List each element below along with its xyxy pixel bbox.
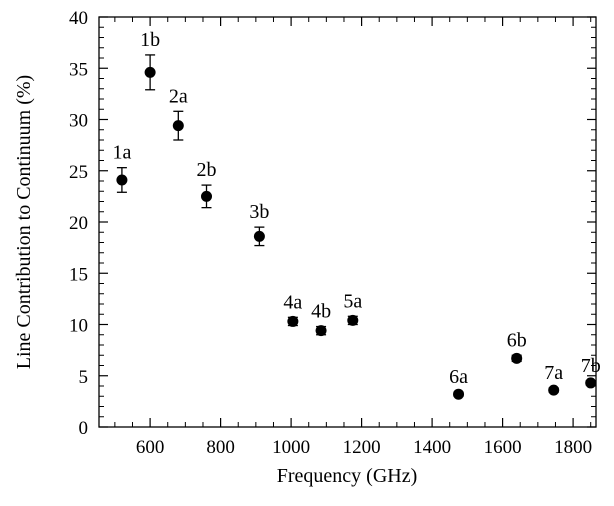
point-label: 4a	[283, 291, 302, 313]
data-point	[511, 352, 523, 364]
data-point	[287, 315, 299, 327]
x-tick-label: 800	[206, 437, 235, 458]
y-tick-label: 25	[69, 162, 88, 183]
data-marks: 1a 1b 2a 2b 3b 4a 4b 5a 6a 6b 7a 7b	[112, 29, 601, 400]
x-tick-label: 1600	[484, 437, 522, 458]
point-label: 4b	[311, 301, 331, 323]
data-point	[347, 314, 359, 326]
data-point	[253, 230, 265, 242]
y-tick-label: 40	[69, 8, 88, 29]
axis-ticks: 600 800 1000 1200 1400 1600 1800 0 5 10 15 20 25 30 35…	[69, 8, 596, 458]
y-tick-label: 5	[79, 367, 89, 388]
y-tick-label: 20	[69, 213, 88, 234]
x-tick-label: 1400	[413, 437, 451, 458]
x-tick-label: 1800	[554, 437, 592, 458]
point-label: 7a	[544, 362, 563, 384]
x-tick-label: 1000	[272, 437, 310, 458]
data-point	[315, 325, 327, 337]
point-label: 6b	[507, 329, 527, 351]
point-label: 5a	[343, 290, 362, 312]
x-tick-label: 600	[136, 437, 165, 458]
y-axis-label: Line Contribution to Continuum (%)	[13, 75, 35, 369]
point-label: 6a	[449, 366, 468, 388]
point-label: 7b	[581, 355, 601, 377]
data-point	[201, 190, 213, 202]
y-tick-label: 10	[69, 316, 88, 337]
x-axis-label: Frequency (GHz)	[277, 465, 418, 487]
x-tick-label: 1200	[343, 437, 381, 458]
y-tick-label: 0	[79, 418, 89, 439]
point-label: 2a	[169, 85, 188, 107]
y-tick-label: 30	[69, 111, 88, 132]
y-tick-label: 15	[69, 264, 88, 285]
plot-frame	[98, 16, 597, 428]
point-label: 1b	[140, 29, 160, 51]
point-label: 3b	[249, 201, 269, 223]
data-point	[172, 120, 184, 132]
point-label: 1a	[112, 142, 131, 164]
data-point	[453, 388, 465, 400]
data-point	[585, 377, 597, 389]
point-label: 2b	[197, 159, 217, 181]
data-point	[548, 384, 560, 396]
y-tick-label: 35	[69, 59, 88, 80]
data-point	[116, 174, 128, 186]
data-point	[144, 66, 156, 78]
